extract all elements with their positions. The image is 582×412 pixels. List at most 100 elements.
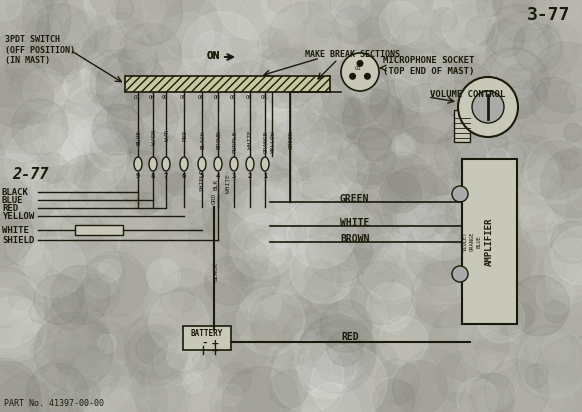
Circle shape: [3, 217, 33, 247]
Circle shape: [388, 68, 433, 113]
Circle shape: [347, 96, 424, 174]
Circle shape: [245, 47, 282, 83]
Text: VOLUME CONTROL: VOLUME CONTROL: [430, 89, 505, 98]
Circle shape: [542, 334, 571, 363]
Circle shape: [217, 118, 243, 143]
Circle shape: [413, 196, 477, 260]
Circle shape: [423, 0, 486, 56]
Circle shape: [271, 167, 290, 186]
Circle shape: [114, 79, 173, 138]
Circle shape: [26, 162, 63, 199]
Circle shape: [96, 50, 166, 120]
Circle shape: [210, 77, 230, 97]
Bar: [462, 159, 517, 324]
Circle shape: [393, 26, 449, 82]
Text: BLACK: BLACK: [214, 262, 218, 281]
Circle shape: [401, 349, 466, 412]
Circle shape: [245, 58, 276, 90]
Circle shape: [452, 266, 468, 282]
Circle shape: [91, 152, 139, 199]
Text: 6: 6: [182, 173, 186, 179]
Circle shape: [513, 376, 564, 412]
Circle shape: [212, 38, 261, 87]
Text: BLACK: BLACK: [2, 187, 29, 197]
Circle shape: [378, 382, 420, 412]
Circle shape: [217, 0, 290, 40]
Circle shape: [340, 98, 361, 118]
Circle shape: [9, 299, 43, 333]
Circle shape: [427, 169, 503, 244]
Ellipse shape: [134, 157, 142, 171]
Circle shape: [0, 288, 37, 361]
Circle shape: [407, 208, 434, 235]
Circle shape: [551, 221, 582, 263]
Circle shape: [0, 365, 42, 412]
Circle shape: [33, 189, 87, 243]
Circle shape: [63, 70, 97, 103]
Circle shape: [135, 192, 158, 215]
Circle shape: [472, 242, 530, 300]
Circle shape: [68, 352, 130, 412]
Circle shape: [470, 193, 519, 242]
Circle shape: [19, 206, 91, 278]
Circle shape: [436, 212, 480, 255]
Circle shape: [77, 22, 123, 68]
Circle shape: [342, 219, 383, 259]
Circle shape: [315, 19, 333, 38]
Circle shape: [422, 240, 494, 312]
Circle shape: [307, 212, 359, 264]
Text: PART No. 41397-00-00: PART No. 41397-00-00: [4, 400, 104, 409]
Circle shape: [239, 218, 318, 297]
Circle shape: [451, 235, 485, 269]
Text: OB: OB: [246, 94, 253, 100]
Circle shape: [531, 0, 550, 17]
Ellipse shape: [162, 157, 170, 171]
Circle shape: [438, 62, 495, 119]
Circle shape: [0, 181, 32, 219]
Circle shape: [485, 150, 524, 189]
Circle shape: [226, 149, 301, 224]
Text: OJ: OJ: [134, 94, 140, 100]
Circle shape: [421, 59, 469, 106]
Circle shape: [296, 91, 360, 156]
Text: W/GN: W/GN: [151, 130, 157, 145]
Circle shape: [23, 164, 41, 181]
Circle shape: [428, 62, 464, 98]
Circle shape: [541, 290, 558, 307]
Circle shape: [250, 103, 309, 162]
Circle shape: [67, 321, 138, 392]
Circle shape: [161, 243, 205, 288]
Circle shape: [118, 23, 182, 87]
Circle shape: [497, 24, 548, 75]
Circle shape: [237, 284, 294, 342]
Circle shape: [379, 316, 428, 365]
Circle shape: [240, 282, 282, 323]
Ellipse shape: [261, 157, 269, 171]
Circle shape: [0, 358, 40, 412]
Circle shape: [411, 84, 435, 107]
Ellipse shape: [214, 157, 222, 171]
Text: BLUE: BLUE: [477, 235, 481, 248]
Circle shape: [42, 200, 120, 278]
Circle shape: [332, 0, 371, 26]
Circle shape: [308, 95, 365, 152]
Circle shape: [0, 0, 71, 58]
Circle shape: [552, 227, 582, 285]
Circle shape: [410, 43, 436, 68]
Circle shape: [356, 40, 430, 113]
Circle shape: [214, 92, 246, 124]
Circle shape: [83, 12, 151, 80]
Circle shape: [485, 129, 529, 173]
Circle shape: [0, 179, 24, 226]
Circle shape: [442, 313, 470, 341]
Circle shape: [44, 114, 90, 160]
Circle shape: [357, 75, 387, 104]
Circle shape: [329, 183, 393, 248]
Circle shape: [24, 108, 83, 166]
Circle shape: [464, 140, 527, 203]
Circle shape: [320, 300, 372, 353]
Circle shape: [23, 330, 42, 350]
Circle shape: [93, 104, 144, 155]
Circle shape: [377, 133, 398, 155]
Circle shape: [81, 251, 147, 317]
